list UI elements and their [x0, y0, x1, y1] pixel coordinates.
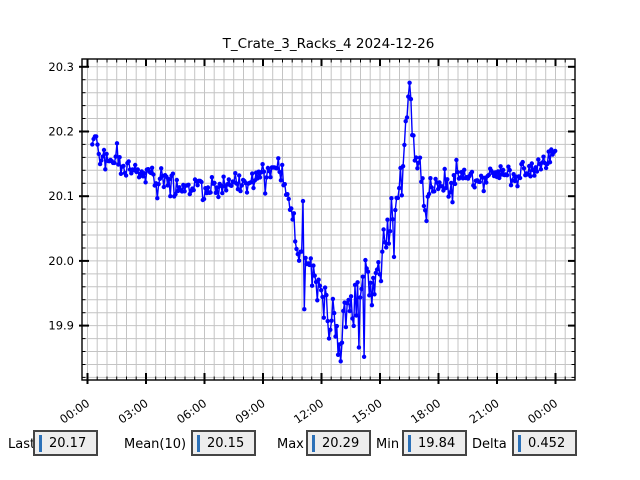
mean-label: Mean(10): [124, 437, 187, 452]
text-cursor: [312, 434, 315, 452]
text-cursor: [197, 434, 200, 452]
mean-value: 20.15: [207, 435, 245, 451]
svg-text:12:00: 12:00: [291, 396, 326, 426]
chart-title: T_Crate_3_Racks_4 2024-12-26: [222, 36, 435, 52]
delta-value: 0.452: [528, 435, 566, 451]
max-entry[interactable]: 20.29: [306, 430, 371, 456]
last-entry[interactable]: 20.17: [33, 430, 98, 456]
min-entry[interactable]: 19.84: [402, 430, 467, 456]
last-value: 20.17: [49, 435, 87, 451]
svg-text:00:00: 00:00: [57, 396, 92, 426]
svg-text:19.9: 19.9: [48, 319, 74, 333]
svg-text:09:00: 09:00: [233, 396, 268, 426]
delta-entry[interactable]: 0.452: [512, 430, 577, 456]
svg-text:20.1: 20.1: [48, 189, 74, 203]
svg-text:00:00: 00:00: [525, 396, 560, 426]
max-label: Max: [277, 437, 304, 452]
svg-text:20.3: 20.3: [48, 60, 74, 74]
mean-entry[interactable]: 20.15: [191, 430, 256, 456]
text-cursor: [408, 434, 411, 452]
delta-label: Delta: [472, 437, 507, 452]
svg-text:21:00: 21:00: [467, 396, 502, 426]
svg-text:06:00: 06:00: [174, 396, 209, 426]
svg-text:20.0: 20.0: [48, 254, 74, 268]
last-label: Last: [8, 437, 36, 452]
text-cursor: [518, 434, 521, 452]
max-value: 20.29: [322, 435, 360, 451]
svg-text:03:00: 03:00: [116, 396, 151, 426]
min-label: Min: [376, 437, 400, 452]
svg-text:18:00: 18:00: [408, 396, 443, 426]
svg-text:20.2: 20.2: [48, 125, 74, 139]
text-cursor: [39, 434, 42, 452]
min-value: 19.84: [418, 435, 456, 451]
svg-text:15:00: 15:00: [350, 396, 385, 426]
